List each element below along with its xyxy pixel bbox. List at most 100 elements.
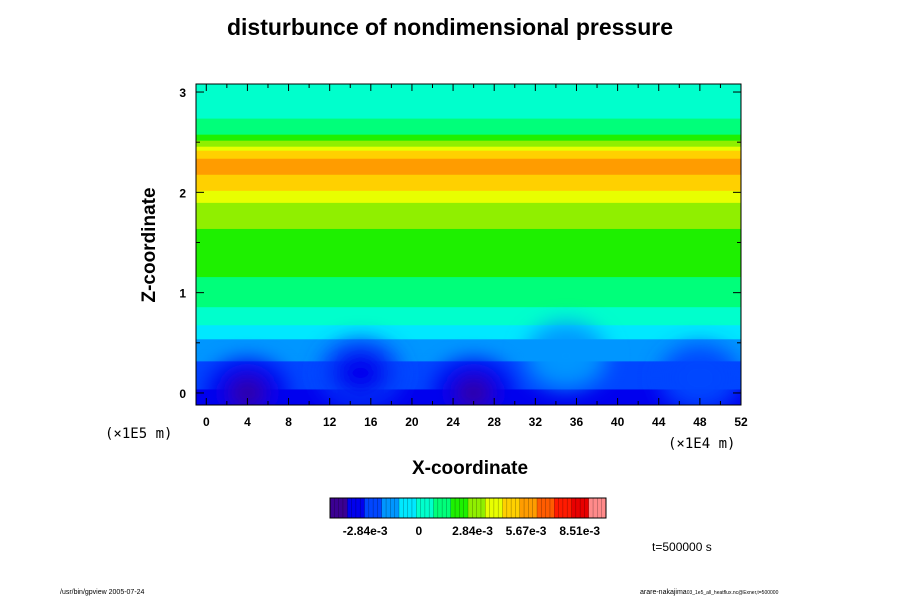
field-band bbox=[196, 346, 741, 350]
field-band bbox=[196, 119, 741, 123]
field-band bbox=[196, 322, 741, 326]
field-band bbox=[196, 298, 741, 302]
field-band bbox=[196, 89, 741, 93]
field-band bbox=[196, 302, 741, 306]
field-band bbox=[196, 244, 741, 248]
field-band bbox=[196, 274, 741, 278]
field-band bbox=[196, 187, 741, 191]
field-band bbox=[196, 163, 741, 167]
field-band bbox=[196, 185, 741, 189]
field-band bbox=[196, 338, 741, 342]
field-band bbox=[196, 173, 741, 177]
field-band bbox=[196, 87, 741, 91]
field-band bbox=[196, 284, 741, 288]
field-band bbox=[196, 348, 741, 352]
field-band bbox=[196, 125, 741, 129]
field-band bbox=[196, 169, 741, 173]
x-tick-label: 16 bbox=[364, 415, 378, 429]
pressure-field bbox=[196, 84, 741, 405]
field-band bbox=[196, 137, 741, 141]
field-band bbox=[196, 181, 741, 185]
x-tick-label: 4 bbox=[244, 415, 251, 429]
x-tick-label: 8 bbox=[285, 415, 292, 429]
field-band bbox=[196, 268, 741, 272]
field-band bbox=[196, 304, 741, 308]
field-band bbox=[196, 189, 741, 193]
field-band bbox=[196, 175, 741, 179]
x-tick-label: 28 bbox=[488, 415, 502, 429]
x-axis-label: X-coordinate bbox=[411, 458, 529, 479]
field-band bbox=[196, 310, 741, 314]
field-band bbox=[196, 145, 741, 149]
y-tick-label: 3 bbox=[179, 86, 186, 100]
low-pressure-center bbox=[431, 358, 516, 405]
field-band bbox=[196, 207, 741, 211]
field-band bbox=[196, 241, 741, 245]
field-band bbox=[196, 199, 741, 203]
field-band bbox=[196, 115, 741, 119]
field-band bbox=[196, 139, 741, 143]
field-band bbox=[196, 117, 741, 121]
field-band bbox=[196, 260, 741, 264]
field-band bbox=[196, 177, 741, 181]
colorbar-tick-label: 0 bbox=[416, 524, 423, 538]
x-tick-label: 40 bbox=[611, 415, 625, 429]
field-band bbox=[196, 332, 741, 336]
field-band bbox=[196, 252, 741, 256]
field-band bbox=[196, 296, 741, 300]
field-band bbox=[196, 352, 741, 356]
field-band bbox=[196, 209, 741, 213]
field-band bbox=[196, 308, 741, 312]
x-scale-label: (×1E4 m) bbox=[668, 436, 736, 452]
field-band bbox=[196, 314, 741, 318]
field-band bbox=[196, 219, 741, 223]
field-band bbox=[196, 318, 741, 322]
field-band bbox=[196, 227, 741, 231]
field-band bbox=[196, 246, 741, 250]
x-tick-label: 48 bbox=[693, 415, 707, 429]
colorbar-tick-label: -2.84e-3 bbox=[343, 524, 388, 538]
field-band bbox=[196, 91, 741, 95]
field-band bbox=[196, 354, 741, 358]
field-band bbox=[196, 237, 741, 241]
y-axis-label: Z-coordinate bbox=[139, 187, 160, 303]
low-pressure-center bbox=[657, 343, 741, 405]
field-band bbox=[196, 270, 741, 274]
field-band bbox=[196, 292, 741, 296]
time-label: t=500000 s bbox=[652, 540, 712, 554]
field-band bbox=[196, 250, 741, 254]
field-band bbox=[196, 266, 741, 270]
footer-user: arare-nakajima03_1e5_all_heatflux.nc@Exn… bbox=[640, 589, 778, 596]
field-band bbox=[196, 165, 741, 169]
x-tick-label: 24 bbox=[446, 415, 460, 429]
y-tick-label: 1 bbox=[179, 287, 186, 301]
field-band bbox=[196, 231, 741, 235]
field-band bbox=[196, 101, 741, 105]
field-band bbox=[196, 103, 741, 107]
colorbar-tick-label: 2.84e-3 bbox=[452, 524, 493, 538]
field-band bbox=[196, 282, 741, 286]
field-band bbox=[196, 161, 741, 165]
field-band bbox=[196, 276, 741, 280]
colorbar-frame bbox=[329, 497, 607, 519]
field-band bbox=[196, 129, 741, 133]
field-band bbox=[196, 155, 741, 159]
colorbar: -2.84e-3 0 2.84e-3 5.67e-3 8.51e-3 bbox=[329, 497, 607, 538]
field-band bbox=[196, 147, 741, 151]
field-band bbox=[196, 179, 741, 183]
x-tick-label: 12 bbox=[323, 415, 337, 429]
field-band bbox=[196, 113, 741, 117]
field-band bbox=[196, 141, 741, 145]
field-band bbox=[196, 127, 741, 131]
colorbar-tick-label: 8.51e-3 bbox=[559, 524, 600, 538]
field-band bbox=[196, 264, 741, 268]
field-band bbox=[196, 205, 741, 209]
field-band bbox=[196, 330, 741, 334]
y-tick-label: 0 bbox=[179, 387, 186, 401]
field-band bbox=[196, 262, 741, 266]
field-band bbox=[196, 201, 741, 205]
field-band bbox=[196, 191, 741, 195]
field-band bbox=[196, 193, 741, 197]
field-band bbox=[196, 235, 741, 239]
